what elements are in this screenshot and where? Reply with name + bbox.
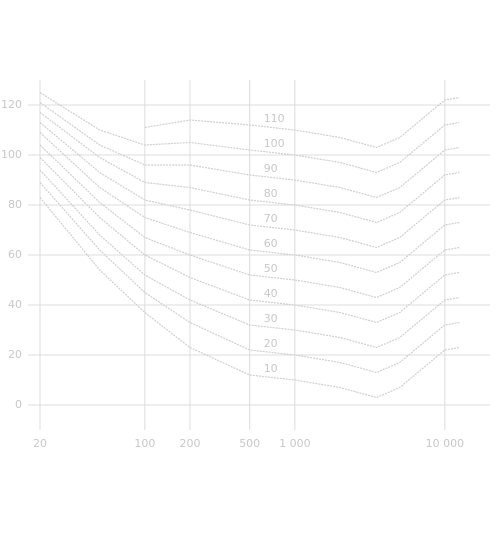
contour-label: 110 bbox=[264, 112, 285, 125]
contour-line bbox=[144, 96, 460, 149]
y-tick-label: 20 bbox=[8, 348, 22, 361]
contour-line bbox=[39, 182, 460, 374]
x-tick-label: 20 bbox=[33, 437, 47, 450]
contour-label: 100 bbox=[264, 137, 285, 150]
contour-line bbox=[39, 144, 460, 299]
contour-label: 70 bbox=[264, 212, 278, 225]
y-tick-label: 80 bbox=[8, 198, 22, 211]
contour-label: 90 bbox=[264, 162, 278, 175]
contour-label: 50 bbox=[264, 262, 278, 275]
contour-line bbox=[39, 157, 460, 324]
contour-label: 30 bbox=[264, 312, 278, 325]
contour-line bbox=[39, 169, 460, 349]
contour-line bbox=[39, 112, 460, 224]
contour-label: 40 bbox=[264, 287, 278, 300]
contour-line bbox=[39, 102, 460, 199]
contour-line bbox=[39, 122, 460, 249]
y-tick-label: 120 bbox=[1, 98, 22, 111]
x-tick-label: 200 bbox=[180, 437, 201, 450]
y-tick-label: 100 bbox=[1, 148, 22, 161]
x-tick-label: 1 000 bbox=[279, 437, 311, 450]
contour-label: 20 bbox=[264, 337, 278, 350]
contour-label: 80 bbox=[264, 187, 278, 200]
x-tick-label: 100 bbox=[134, 437, 155, 450]
y-tick-label: 0 bbox=[15, 398, 22, 411]
contour-line bbox=[39, 197, 460, 399]
y-tick-label: 40 bbox=[8, 298, 22, 311]
contour-line bbox=[39, 91, 460, 174]
y-tick-label: 60 bbox=[8, 248, 22, 261]
contour-label: 60 bbox=[264, 237, 278, 250]
x-tick-label: 10 000 bbox=[426, 437, 465, 450]
x-tick-label: 500 bbox=[239, 437, 260, 450]
contour-label: 10 bbox=[264, 362, 278, 375]
contour-line bbox=[39, 132, 460, 274]
